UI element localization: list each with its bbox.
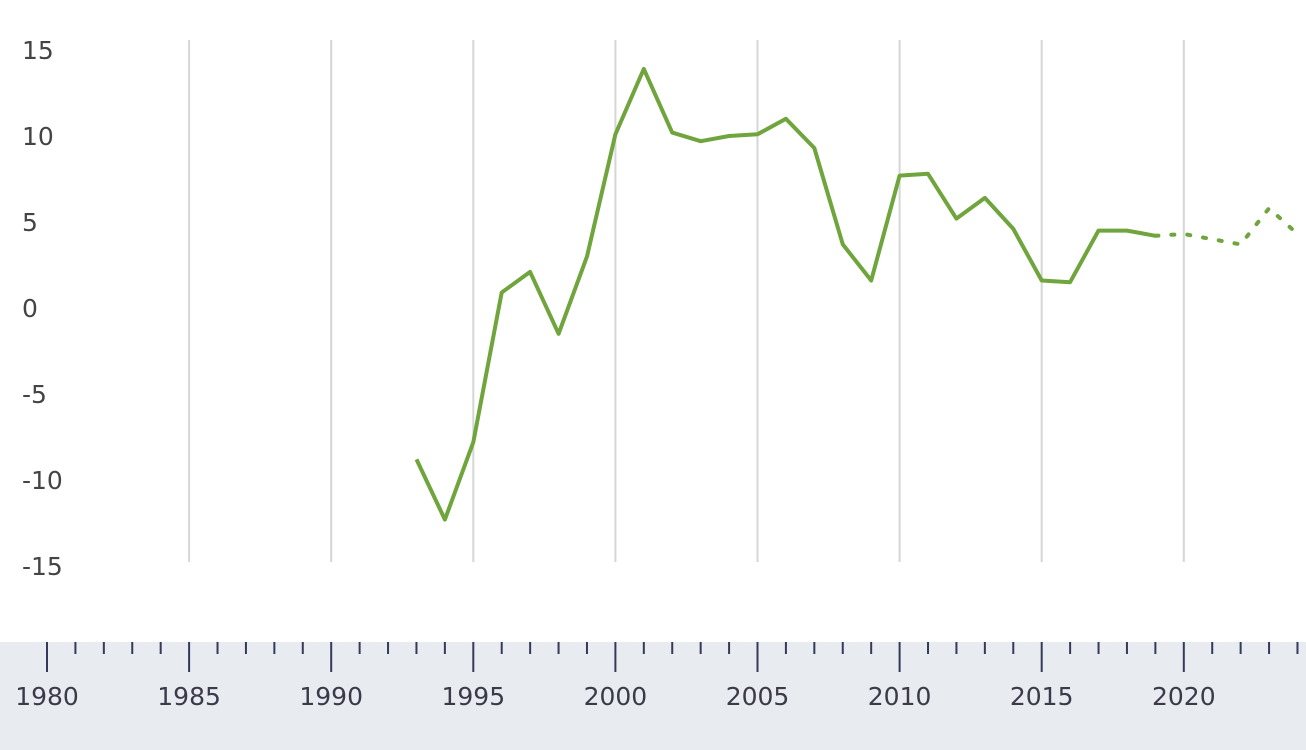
y-tick-label: 0 — [22, 294, 38, 323]
x-tick-label: 2020 — [1152, 682, 1216, 711]
y-tick-label: 5 — [22, 208, 38, 237]
x-tick-label: 1990 — [299, 682, 363, 711]
y-tick-label: -5 — [22, 380, 47, 409]
series-line-projection — [1153, 206, 1300, 247]
y-tick-label: -15 — [22, 552, 63, 581]
series-layer — [414, 66, 1300, 522]
x-axis-band — [0, 642, 1306, 750]
grid-lines — [188, 40, 1185, 562]
series-line-actual — [414, 66, 1156, 522]
x-tick-label: 2015 — [1010, 682, 1074, 711]
x-axis: 1980 1985 1990 1995 2000 2005 2010 2015 2020 — [15, 642, 1299, 711]
y-axis: 15 10 5 0 -5 -10 -15 — [22, 36, 63, 581]
y-tick-label: 10 — [22, 122, 54, 151]
x-tick-label: 2010 — [868, 682, 932, 711]
x-tick-label: 1995 — [441, 682, 505, 711]
x-tick-label: 2005 — [726, 682, 790, 711]
x-tick-label: 1980 — [15, 682, 79, 711]
y-tick-label: 15 — [22, 36, 54, 65]
x-tick-label: 2000 — [584, 682, 648, 711]
x-tick-label: 1985 — [157, 682, 221, 711]
y-tick-label: -10 — [22, 466, 63, 495]
